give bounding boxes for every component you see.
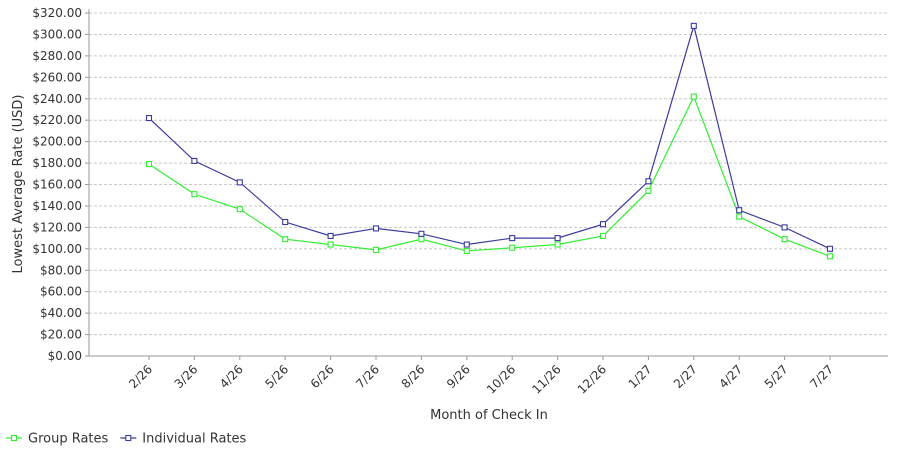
legend-label: Group Rates xyxy=(28,432,109,447)
x-tick-label: 5/26 xyxy=(262,362,291,391)
x-tick-label: 8/26 xyxy=(399,362,428,391)
y-tick-label: $0.00 xyxy=(48,349,82,363)
data-point xyxy=(418,230,425,237)
gridlines xyxy=(89,12,888,336)
data-point xyxy=(191,191,198,198)
x-tick-label: 4/27 xyxy=(716,362,745,391)
y-tick-labels: $0.00 $20.00 $40.00 $60.00 $80.00 $100.00 $120… xyxy=(32,6,82,363)
y-tick-label: $220.00 xyxy=(32,113,82,127)
data-point xyxy=(554,235,561,242)
y-tick-label: $320.00 xyxy=(32,6,82,20)
y-tick-label: $60.00 xyxy=(40,285,82,299)
y-tick-label: $160.00 xyxy=(32,178,82,192)
y-tick-label: $120.00 xyxy=(32,220,82,234)
data-point xyxy=(690,93,697,100)
data-point xyxy=(690,22,697,29)
data-point xyxy=(327,241,334,248)
legend-label: Individual Rates xyxy=(142,432,246,447)
x-tick-label: 9/26 xyxy=(444,362,473,391)
x-tick-label: 2/26 xyxy=(126,362,155,391)
x-tick-label: 10/26 xyxy=(484,362,518,396)
y-tick-label: $300.00 xyxy=(32,27,82,41)
y-tick-label: $40.00 xyxy=(40,306,82,320)
x-tick-label: 1/27 xyxy=(626,362,655,391)
y-tick-label: $260.00 xyxy=(32,70,82,84)
data-point xyxy=(736,213,743,220)
series-lines xyxy=(145,22,834,260)
y-tick-label: $20.00 xyxy=(40,328,82,342)
series-line xyxy=(148,95,831,257)
data-point xyxy=(781,224,788,231)
data-point xyxy=(145,161,153,168)
x-tick-label: 7/26 xyxy=(353,362,382,391)
legend-swatch-marker xyxy=(10,434,18,442)
x-tick-label: 5/27 xyxy=(762,362,791,391)
x-tick-label: 2/27 xyxy=(671,362,700,391)
data-point xyxy=(327,232,334,239)
data-point xyxy=(509,235,516,242)
data-point xyxy=(463,241,470,248)
y-tick-label: $240.00 xyxy=(32,92,82,106)
x-tick-label: 3/26 xyxy=(172,362,201,391)
data-point xyxy=(509,244,516,251)
legend: Group Rates Individual Rates xyxy=(6,432,247,447)
data-point xyxy=(282,236,289,243)
x-tick-label: 7/27 xyxy=(807,362,836,391)
data-point xyxy=(826,245,834,252)
legend-swatch-marker xyxy=(125,434,132,442)
axes xyxy=(85,9,888,360)
x-tick-label: 11/26 xyxy=(529,362,563,396)
data-point xyxy=(282,218,289,226)
y-tick-label: $80.00 xyxy=(40,263,82,277)
y-axis-title: Lowest Average Rate (USD) xyxy=(11,95,26,274)
data-point xyxy=(554,241,561,248)
data-point xyxy=(736,207,743,214)
y-tick-label: $180.00 xyxy=(32,156,82,170)
data-point xyxy=(236,206,243,213)
y-tick-label: $280.00 xyxy=(32,49,82,63)
data-point xyxy=(599,221,607,228)
data-point xyxy=(236,179,243,186)
data-point xyxy=(781,236,788,243)
data-point xyxy=(645,187,652,194)
x-tick-labels: 2/26 3/26 4/26 5/26 6/26 7/26 8/26 9/26 10/26 11/… xyxy=(126,362,836,396)
y-tick-label: $140.00 xyxy=(32,199,82,213)
data-point xyxy=(372,225,380,232)
data-point xyxy=(372,246,380,253)
data-point xyxy=(645,178,652,185)
x-tick-label: 4/26 xyxy=(217,362,246,391)
data-point xyxy=(145,114,153,122)
data-point xyxy=(191,157,198,164)
x-tick-label: 12/26 xyxy=(575,362,609,396)
y-tick-label: $200.00 xyxy=(32,135,82,149)
data-point xyxy=(418,236,425,243)
x-axis-title: Month of Check In xyxy=(430,408,548,423)
series-line xyxy=(148,23,831,250)
data-point xyxy=(463,247,470,255)
data-point xyxy=(826,253,834,260)
x-tick-label: 6/26 xyxy=(308,362,337,391)
y-tick-label: $100.00 xyxy=(32,242,82,256)
data-point xyxy=(599,232,607,239)
